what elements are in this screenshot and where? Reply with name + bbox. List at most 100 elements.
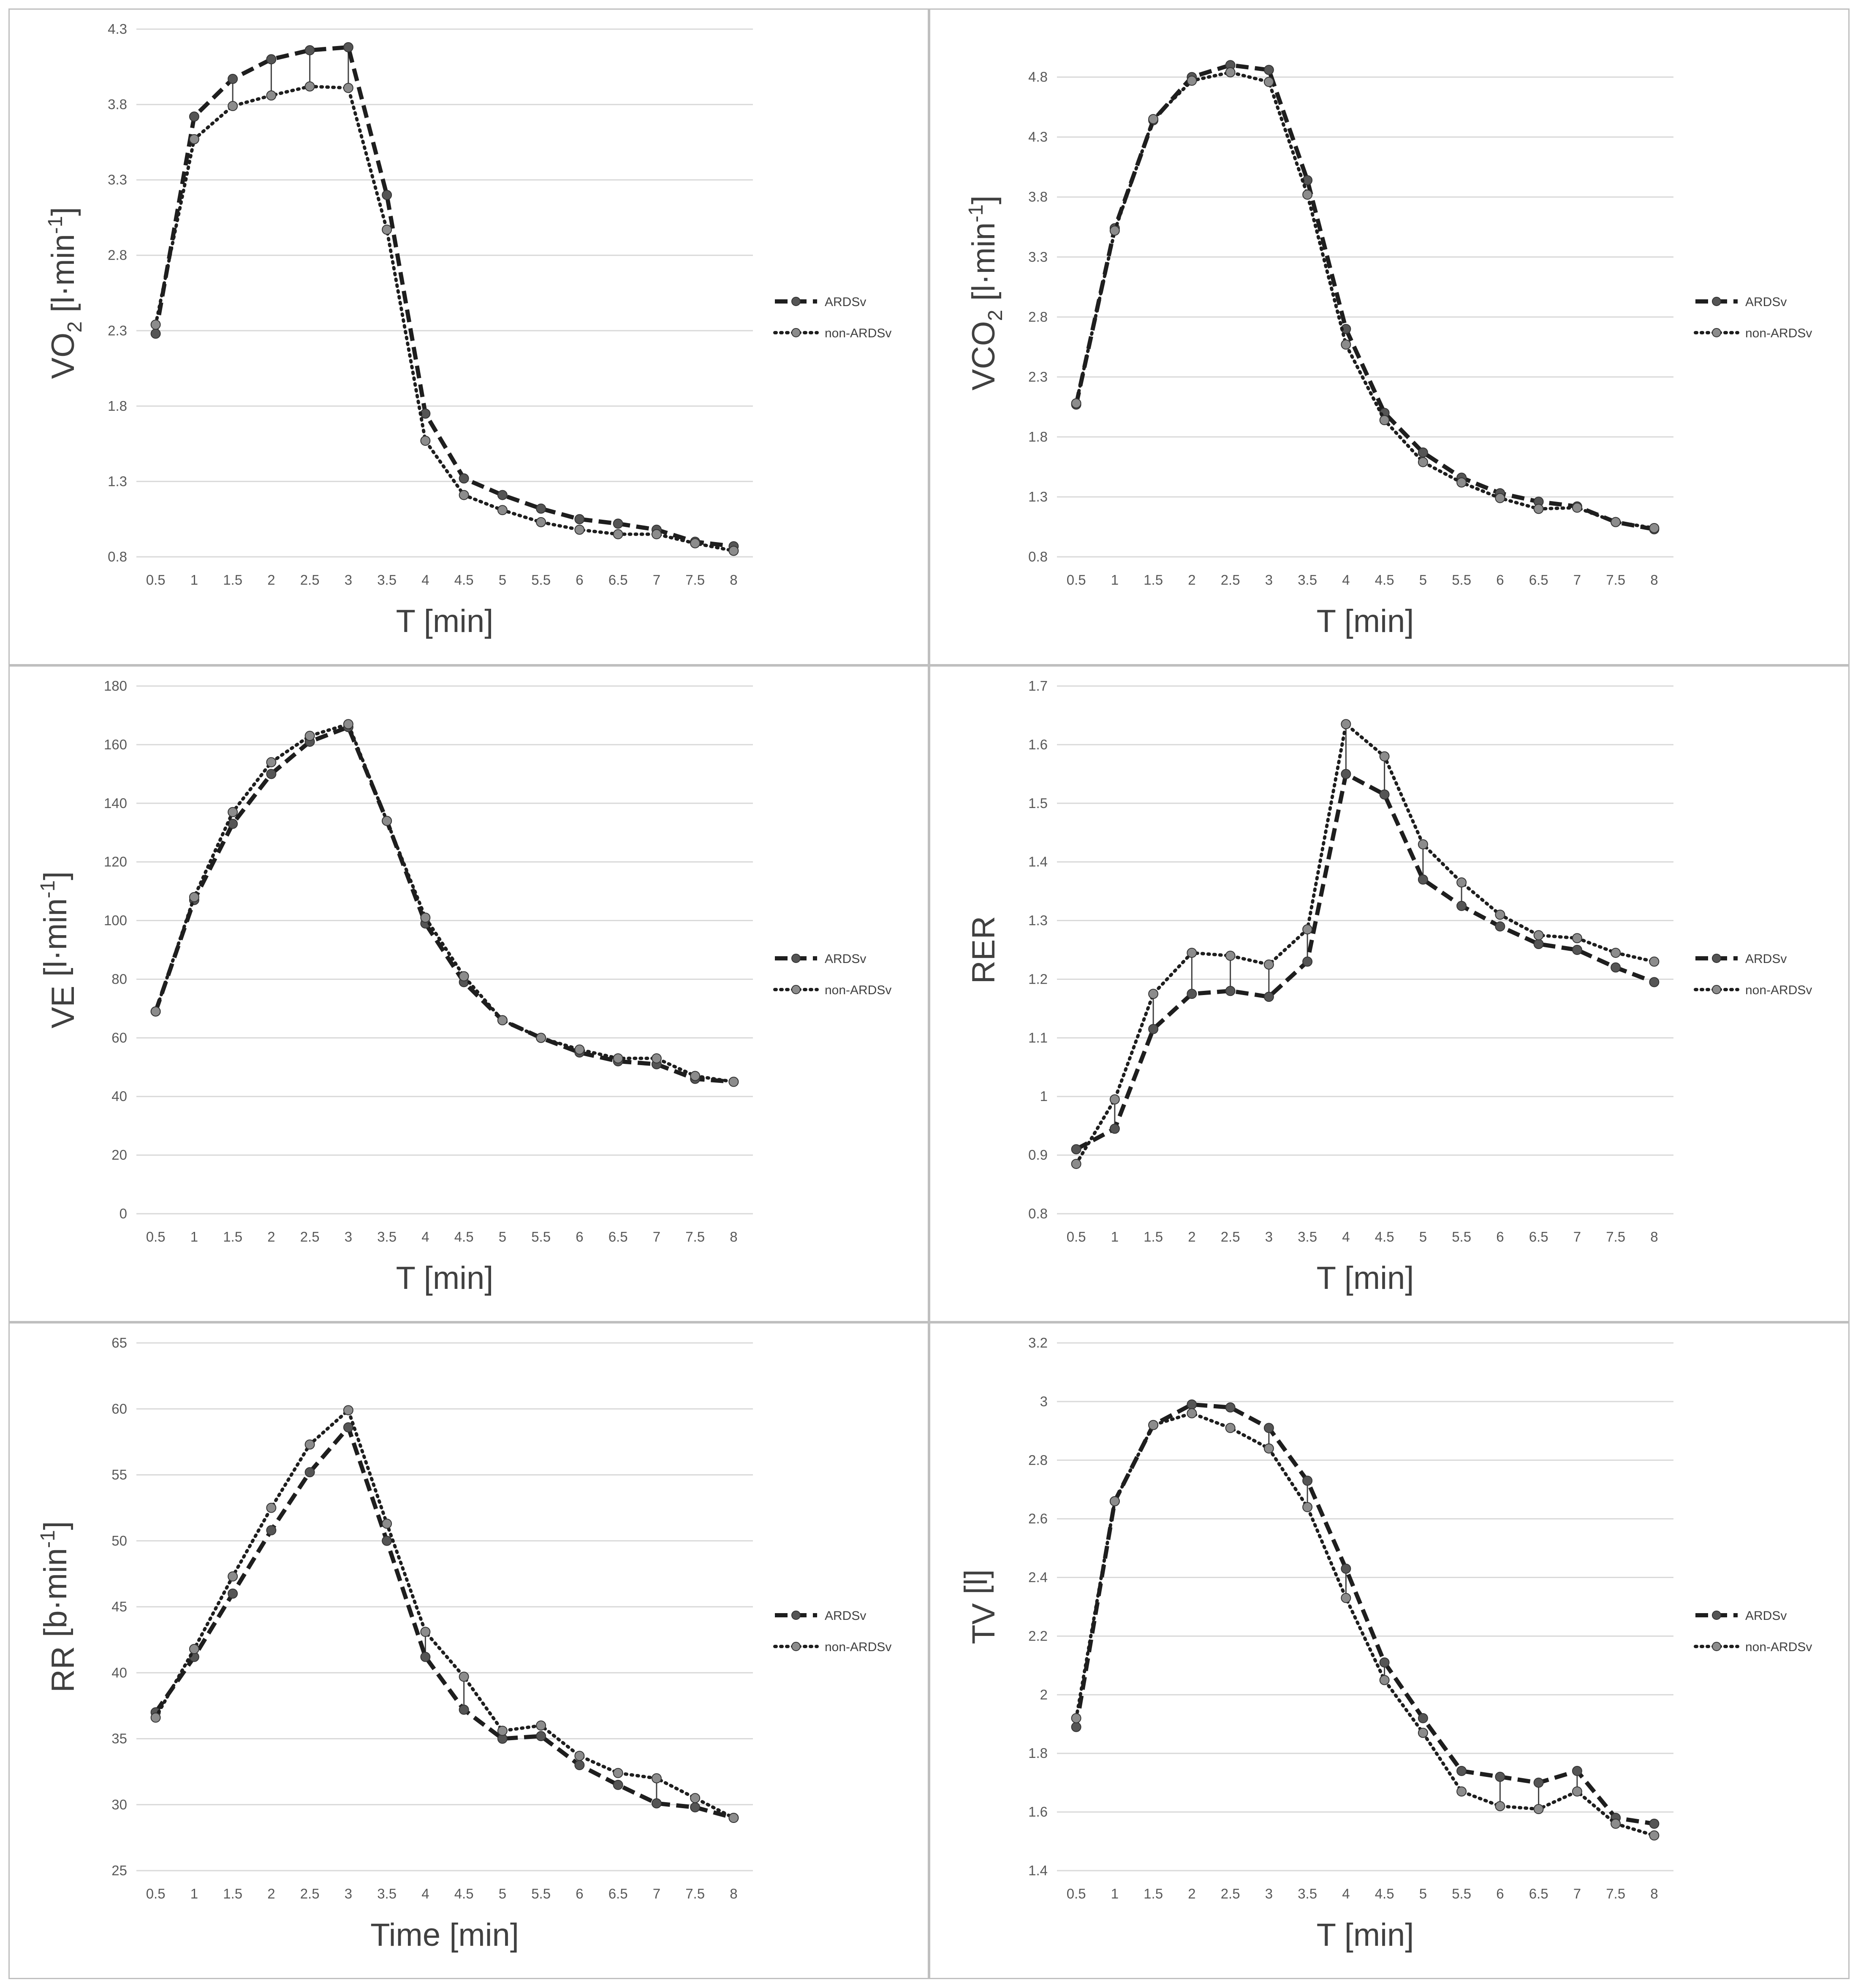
vco2-x-tick-label: 3 <box>1265 572 1273 588</box>
legend-marker-non-ardsv <box>1712 328 1721 337</box>
vco2-point-non-ardsv <box>1187 76 1197 86</box>
chart-panel-vo2: 0.8 1.3 1.8 2.3 2.8 3.3 3.8 4.3 0.5 1 1.5 2 2.5 3 3.5 4… <box>8 8 929 665</box>
chart-panel-ve: 0 20 40 60 80 100 120 140 160 180 0.5 1 1.5 2 2.5 3 3.5 4… <box>8 665 929 1322</box>
rr-x-tick-label: 6 <box>576 1886 583 1901</box>
legend-label-ardsv: ARDSv <box>1745 952 1787 966</box>
ve-x-axis-title: T [min] <box>396 1260 494 1296</box>
vco2-y-tick-label: 2.3 <box>1028 369 1048 385</box>
ve-x-tick-label: 2.5 <box>300 1229 320 1245</box>
rer-point-non-ardsv <box>1109 1094 1120 1105</box>
tv-point-non-ardsv <box>1187 1408 1197 1418</box>
vo2-x-tick-label: 8 <box>730 572 737 588</box>
rr-point-non-ardsv <box>459 1671 469 1682</box>
rer-point-non-ardsv <box>1649 956 1660 967</box>
ve-y-tick-label: 160 <box>104 737 127 752</box>
rer-point-non-ardsv <box>1533 930 1544 941</box>
tv-point-non-ardsv <box>1495 1801 1505 1812</box>
ve-y-axis-title-main: VE <box>45 986 81 1028</box>
rr-x-axis-title: Time [min] <box>370 1917 519 1953</box>
vo2-x-tick-label: 1.5 <box>223 572 242 588</box>
legend-marker-ardsv <box>791 954 801 963</box>
rr-y-axis-title-sup: -1 <box>37 1530 59 1548</box>
tv-x-tick-label: 7 <box>1573 1886 1581 1901</box>
ve-point-non-ardsv <box>266 757 277 768</box>
vo2-point-non-ardsv <box>497 505 508 515</box>
vco2-point-non-ardsv <box>1418 457 1428 467</box>
ve-point-non-ardsv <box>728 1077 739 1087</box>
vco2-y-axis-title-sub: 2 <box>984 310 1007 321</box>
vco2-point-non-ardsv <box>1302 190 1313 200</box>
rer-point-ardsv <box>1379 789 1390 800</box>
rr-y-tick-label: 25 <box>111 1863 127 1878</box>
tv-point-ardsv <box>1379 1657 1390 1668</box>
vo2-point-ardsv <box>382 190 392 200</box>
vo2-point-non-ardsv <box>304 81 315 92</box>
vco2-x-tick-label: 2 <box>1188 572 1195 588</box>
legend-marker-ardsv <box>791 1611 801 1620</box>
tv-point-non-ardsv <box>1379 1675 1390 1685</box>
vco2-x-axis-title: T [min] <box>1317 603 1414 639</box>
ve-series-line-non-ardsv <box>154 722 736 1084</box>
rr-x-tick-label: 8 <box>730 1886 737 1901</box>
vco2-point-non-ardsv <box>1533 504 1544 514</box>
rer-point-non-ardsv <box>1418 839 1428 849</box>
ve-point-non-ardsv <box>651 1053 662 1063</box>
rer-y-tick-label: 1 <box>1040 1088 1048 1104</box>
ve-y-tick-label: 40 <box>111 1088 127 1104</box>
rr-x-tick-label: 0.5 <box>146 1886 166 1901</box>
rr-y-tick-label: 55 <box>111 1467 127 1483</box>
vo2-point-non-ardsv <box>343 83 353 93</box>
vo2-y-tick-label: 3.8 <box>108 97 127 112</box>
ve-point-non-ardsv <box>382 816 392 826</box>
rr-point-non-ardsv <box>343 1405 353 1416</box>
tv-x-tick-label: 7.5 <box>1606 1886 1625 1901</box>
rer-series-line-ardsv <box>1075 772 1655 1151</box>
legend-marker-ardsv <box>791 297 801 306</box>
rr-point-non-ardsv <box>228 1571 238 1582</box>
ve-point-non-ardsv <box>343 719 353 730</box>
vco2-x-tick-label: 3.5 <box>1298 572 1317 588</box>
tv-point-ardsv <box>1263 1423 1274 1433</box>
vo2-x-tick-label: 2 <box>267 572 275 588</box>
vco2-x-tick-label: 1 <box>1111 572 1119 588</box>
vco2-point-ardsv <box>1263 65 1274 75</box>
vo2-y-axis-title-sub: 2 <box>64 321 86 333</box>
vco2-point-non-ardsv <box>1572 502 1582 513</box>
tv-point-non-ardsv <box>1611 1818 1621 1829</box>
ve-x-tick-label: 6 <box>576 1229 583 1245</box>
rer-series-line-non-ardsv <box>1074 722 1656 1166</box>
tv-point-non-ardsv <box>1225 1423 1236 1433</box>
ve-point-non-ardsv <box>189 892 199 902</box>
legend-marker-non-ardsv <box>1712 1642 1721 1651</box>
rr-point-non-ardsv <box>382 1519 392 1529</box>
rer-point-non-ardsv <box>1611 947 1621 958</box>
vo2-point-ardsv <box>150 328 161 339</box>
ve-x-tick-label: 5.5 <box>531 1229 551 1245</box>
ve-y-axis-title-sup: -1 <box>37 880 59 898</box>
rer-x-tick-label: 4 <box>1342 1229 1350 1245</box>
rer-point-non-ardsv <box>1379 751 1390 762</box>
ve-chart-svg: 0 20 40 60 80 100 120 140 160 180 0.5 1 1.5 2 2.5 3 3.5 4… <box>37 678 891 1296</box>
tv-y-tick-label: 3 <box>1040 1394 1048 1409</box>
tv-x-tick-label: 0.5 <box>1067 1886 1086 1901</box>
rr-point-non-ardsv <box>150 1712 161 1723</box>
legend-marker-non-ardsv <box>1712 985 1721 994</box>
tv-x-tick-label: 2.5 <box>1221 1886 1240 1901</box>
ve-x-tick-label: 1.5 <box>223 1229 242 1245</box>
rr-y-tick-label: 35 <box>111 1731 127 1747</box>
tv-point-ardsv <box>1572 1766 1582 1776</box>
vco2-point-non-ardsv <box>1148 114 1159 125</box>
tv-point-ardsv <box>1495 1771 1505 1782</box>
rer-x-tick-label: 0.5 <box>1067 1229 1086 1245</box>
rr-point-non-ardsv <box>420 1627 431 1637</box>
ve-point-non-ardsv <box>690 1071 701 1081</box>
vo2-point-non-ardsv <box>266 90 277 101</box>
tv-y-tick-label: 2.6 <box>1028 1511 1048 1527</box>
vo2-y-tick-label: 4.3 <box>108 21 127 37</box>
rer-point-ardsv <box>1418 874 1428 885</box>
ve-series-line-ardsv <box>153 725 734 1084</box>
vco2-point-non-ardsv <box>1109 225 1120 236</box>
tv-point-ardsv <box>1225 1402 1236 1413</box>
rer-point-non-ardsv <box>1302 924 1313 935</box>
vco2-point-ardsv <box>1418 447 1428 458</box>
